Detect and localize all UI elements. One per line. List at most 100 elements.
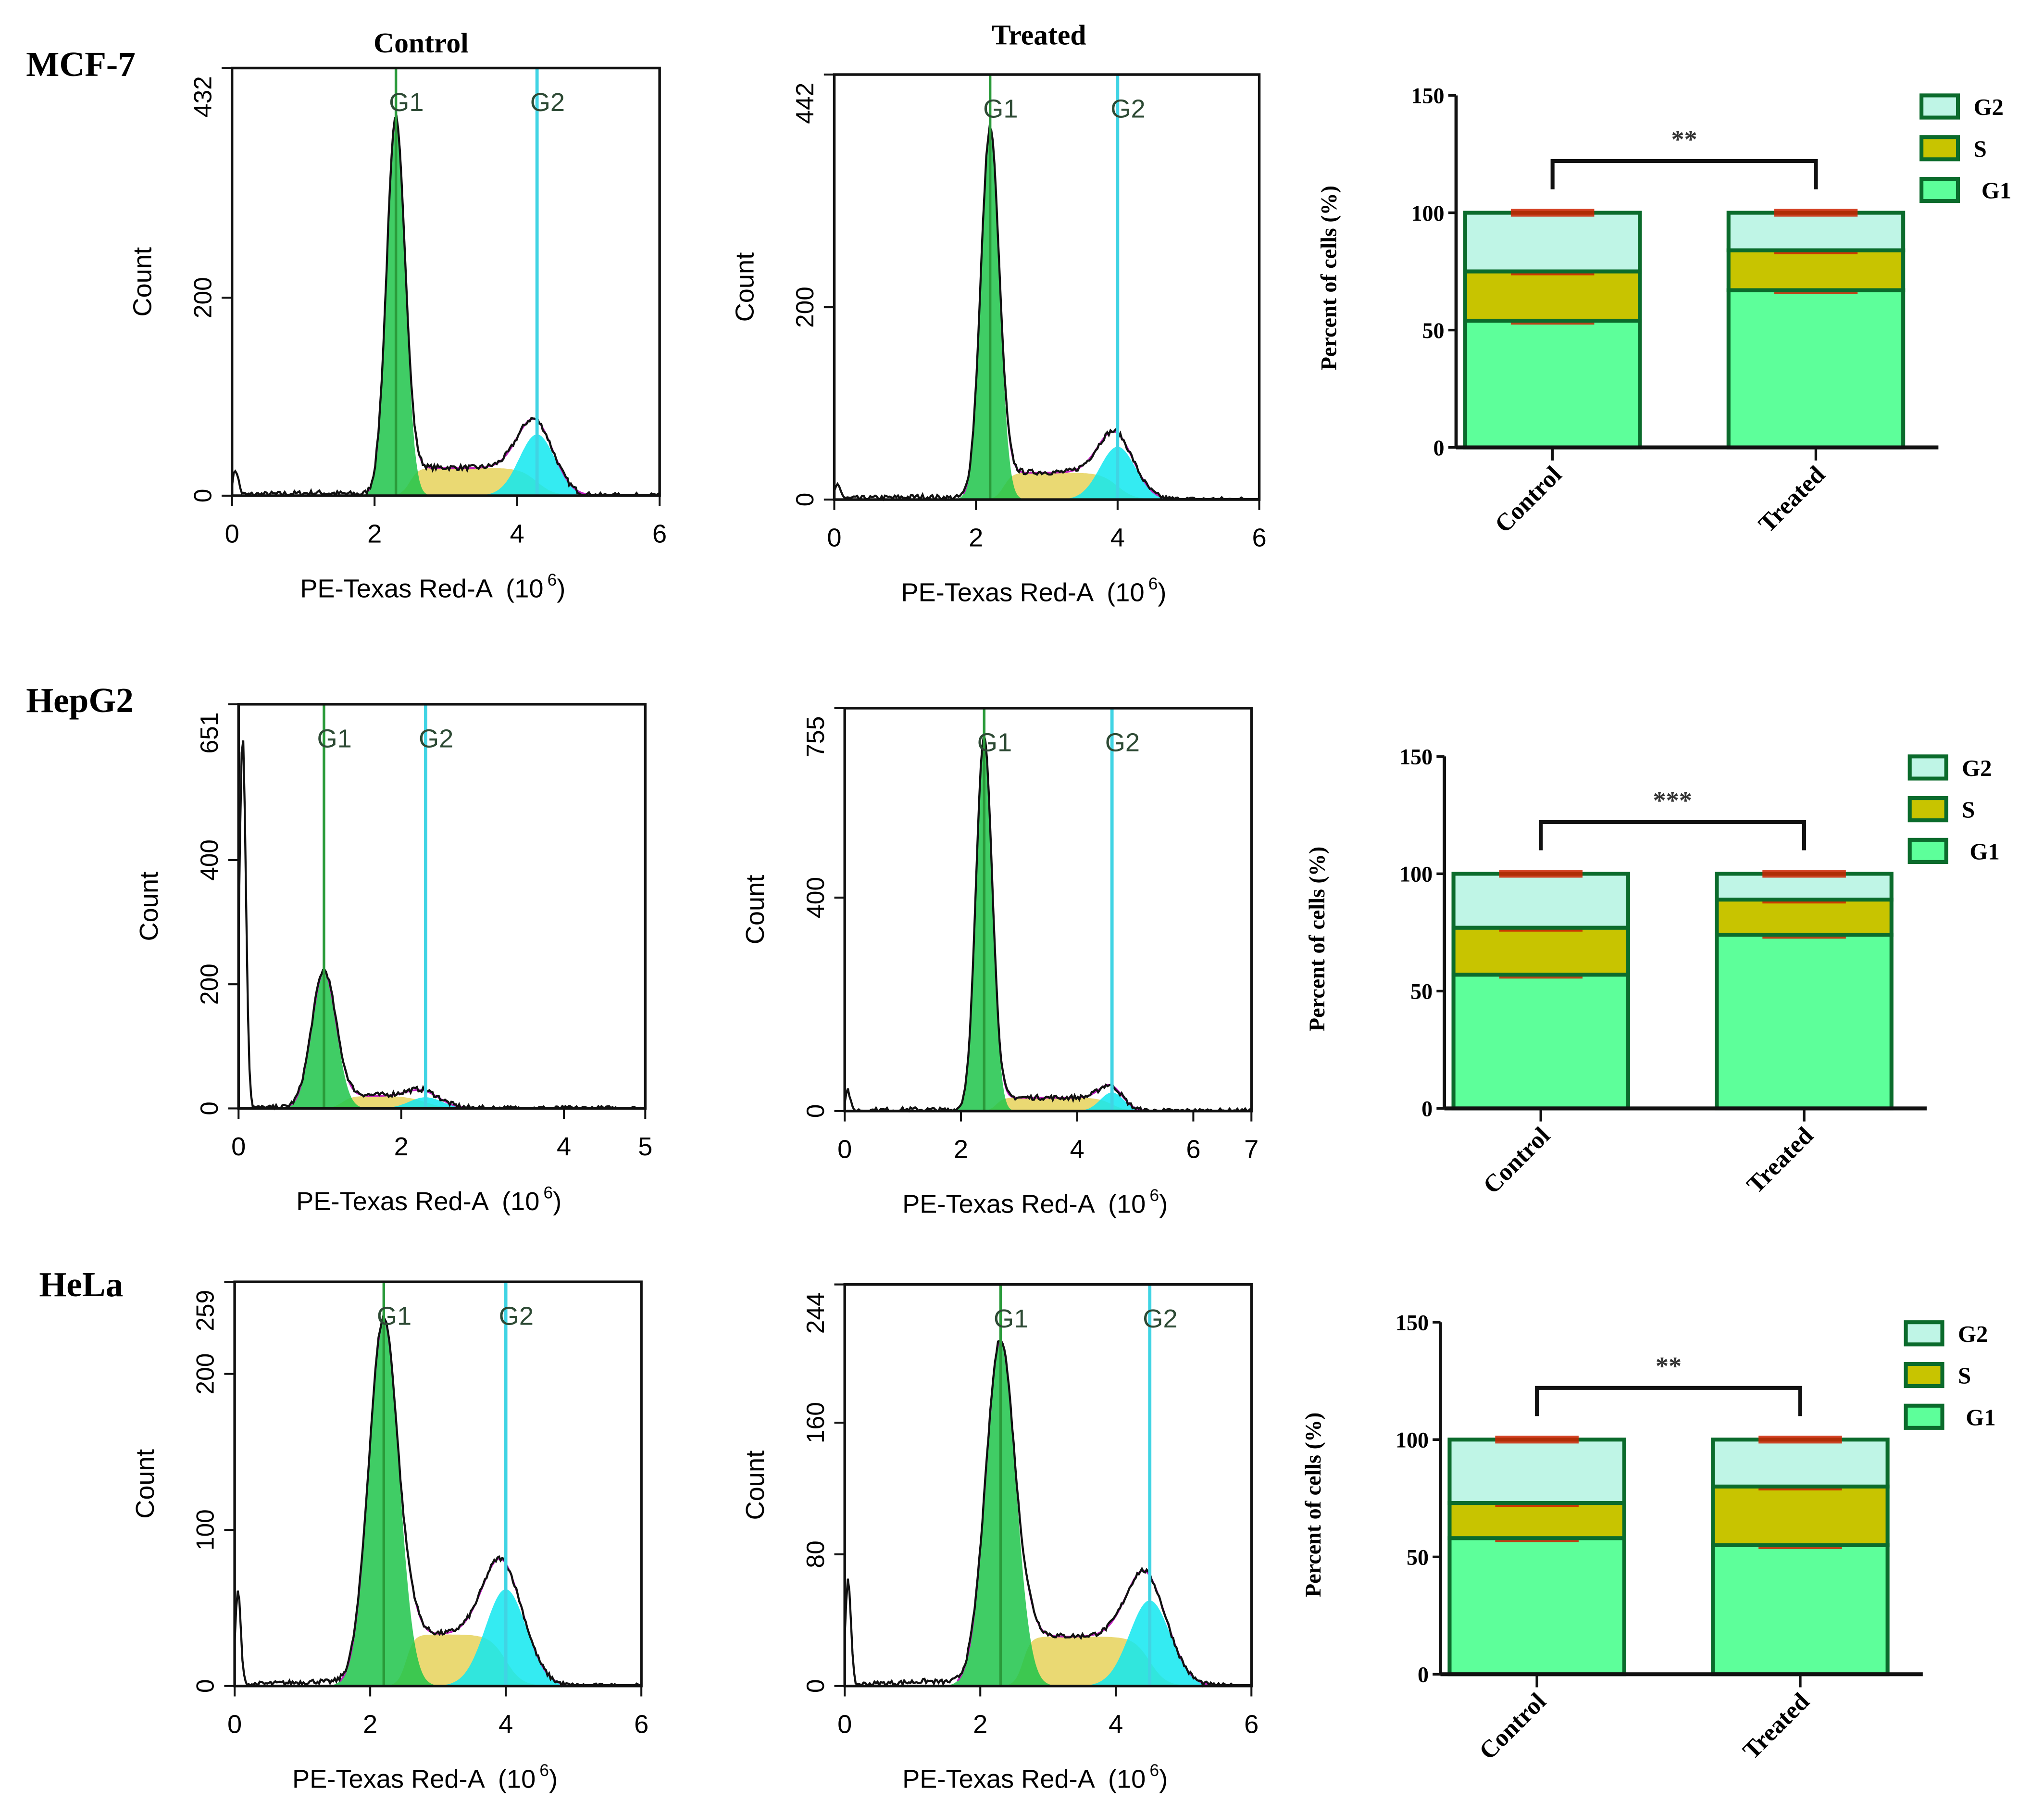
x-axis-label-exponent: 6 xyxy=(1149,1761,1159,1780)
x-tick-label: 2 xyxy=(954,1135,968,1164)
legend-swatch-s xyxy=(1919,135,1960,162)
row-label-hela: HeLa xyxy=(39,1265,123,1304)
y-tick-label: 200 xyxy=(191,1353,219,1395)
x-tick-label: 2 xyxy=(394,1132,409,1161)
x-axis-label-name: PE-Texas Red-A xyxy=(902,1764,1096,1793)
y-tick-label: 0 xyxy=(188,489,216,503)
g1-area xyxy=(238,972,646,1109)
g2-peak-label: G2 xyxy=(1143,1304,1177,1333)
x-tick-label: 0 xyxy=(227,1710,242,1739)
bar-segment-g2-control xyxy=(1447,1438,1626,1505)
x-tick-label: 2 xyxy=(367,520,382,549)
y-tick-label: 0 xyxy=(1433,436,1445,460)
y-tick-label: 0 xyxy=(791,493,819,507)
row-label-mcf7: MCF-7 xyxy=(26,45,136,84)
g2-peak-label: G2 xyxy=(1110,95,1145,124)
histogram-hepg2-control: G1 G2 0 2 4 5 0 200 400 651 Count PE-Texas Red-A (10… xyxy=(135,703,652,1216)
histogram-line xyxy=(231,114,660,497)
s-phase-area xyxy=(845,1098,1252,1111)
x-axis-label-exponent: 6 xyxy=(539,1761,549,1780)
x-tick-label: 2 xyxy=(969,524,983,552)
g1-peak-label: G1 xyxy=(317,724,351,753)
y-tick-label: 50 xyxy=(1422,318,1445,343)
x-tick-label: 0 xyxy=(231,1132,246,1161)
x-axis-label-name: PE-Texas Red-A xyxy=(300,574,493,603)
x-axis-label-close: ) xyxy=(557,574,565,603)
y-tick-label: 200 xyxy=(195,963,223,1005)
g2-area xyxy=(238,1097,646,1109)
s-phase-area xyxy=(232,468,660,496)
legend-swatch-g1 xyxy=(1907,838,1948,864)
bar-segment-g1-treated xyxy=(1715,933,1894,1111)
bar-segment-s-control xyxy=(1447,1501,1626,1540)
legend-swatch-g2 xyxy=(1904,1320,1944,1347)
g1-peak-label: G1 xyxy=(377,1302,411,1331)
row-label-hepg2: HepG2 xyxy=(26,681,134,720)
y-tick-label: 0 xyxy=(195,1101,223,1115)
g1-peak-label: G1 xyxy=(977,728,1012,757)
bar-segment-g1-treated xyxy=(1711,1543,1890,1676)
x-tick-label: 0 xyxy=(225,520,239,549)
x-axis-label-exponent: 6 xyxy=(548,571,557,589)
y-tick-label: 100 xyxy=(1411,201,1444,225)
y-tick-label: 0 xyxy=(191,1679,219,1693)
error-bar xyxy=(1495,1436,1579,1444)
x-axis-label-unit: (10 xyxy=(498,1764,536,1793)
x-tick-label: 5 xyxy=(638,1132,652,1161)
x-axis-label-close: ) xyxy=(1158,578,1166,607)
x-axis-label-unit: (10 xyxy=(1108,1189,1146,1218)
x-axis-label-name: PE-Texas Red-A xyxy=(292,1764,486,1793)
legend-label-s: S xyxy=(1958,1363,1971,1389)
x-axis-label-unit: (10 xyxy=(506,574,543,603)
y-tick-label: 50 xyxy=(1410,979,1433,1004)
legend-label-g2: G2 xyxy=(1962,755,1992,781)
histogram-line xyxy=(844,1339,1252,1688)
y-axis-label: Count xyxy=(741,1451,770,1520)
bar-segment-s-treated xyxy=(1715,897,1894,937)
y-tick-label: 150 xyxy=(1411,84,1444,108)
x-axis-label-close: ) xyxy=(549,1764,558,1793)
error-bar xyxy=(1499,870,1583,878)
y-axis-label: Percent of cells (%) xyxy=(1317,186,1341,370)
legend-swatch-s xyxy=(1907,796,1948,823)
bar-segment-g2-control xyxy=(1463,211,1642,274)
x-axis-label-name: PE-Texas Red-A xyxy=(296,1187,489,1216)
bar-segment-g1-treated xyxy=(1726,288,1906,450)
column-title-treated: Treated xyxy=(992,19,1086,51)
s-phase-area xyxy=(834,473,1259,500)
g2-peak-label: G2 xyxy=(419,724,453,753)
legend-label-g1: G1 xyxy=(1966,1404,1995,1430)
bar-segment-s-treated xyxy=(1711,1484,1890,1547)
bar-segment-g1-control xyxy=(1463,318,1642,450)
y-axis-label: Percent of cells (%) xyxy=(1305,847,1329,1031)
x-axis-label: PE-Texas Red-A (10 6) xyxy=(300,571,565,603)
significance-stars: ** xyxy=(1656,1352,1682,1381)
g1-peak-label: G1 xyxy=(389,88,424,117)
g2-peak-label: G2 xyxy=(499,1302,534,1331)
x-tick-label: 0 xyxy=(837,1710,852,1739)
x-tick-label: 6 xyxy=(1244,1710,1259,1739)
x-axis-label-close: ) xyxy=(1159,1764,1168,1793)
bar-segment-s-control xyxy=(1463,269,1642,323)
x-tick-label: 6 xyxy=(1252,524,1266,552)
x-axis-label-unit: (10 xyxy=(1108,1764,1146,1793)
y-tick-label: 432 xyxy=(188,76,216,117)
y-tick-label: 0 xyxy=(1421,1097,1433,1121)
x-axis-label: PE-Texas Red-A (10 6) xyxy=(902,1761,1168,1793)
y-tick-label: 100 xyxy=(191,1509,219,1551)
significance-bracket xyxy=(1535,1386,1802,1416)
legend-label-s: S xyxy=(1962,797,1975,823)
y-axis-label: Count xyxy=(128,247,157,317)
plot-frame xyxy=(833,73,1261,501)
histogram-hela-control: G1 G2 0 2 4 6 0 100 200 259 Count PE-Texas Red-A (10… xyxy=(131,1280,648,1793)
x-tick-label: 7 xyxy=(1244,1135,1259,1164)
x-axis-label: PE-Texas Red-A (10 6) xyxy=(901,575,1166,607)
x-tick-label: 0 xyxy=(827,524,841,552)
g2-peak-label: G2 xyxy=(1105,728,1140,757)
y-tick-label: 160 xyxy=(801,1402,829,1443)
x-tick-label: 4 xyxy=(499,1710,513,1739)
y-axis-label: Count xyxy=(730,252,759,322)
x-axis-label: PE-Texas Red-A (10 6) xyxy=(292,1761,558,1793)
y-tick-label: 442 xyxy=(791,83,819,124)
x-axis-label: PE-Texas Red-A (10 6) xyxy=(296,1184,561,1216)
